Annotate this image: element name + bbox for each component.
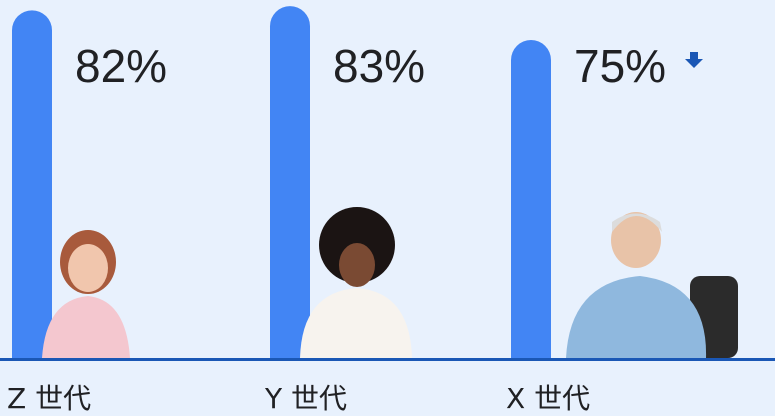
page: 82%Z 世代83%Y 世代75%X 世代 (() => { const dat… bbox=[0, 0, 775, 416]
value-label: 75% bbox=[574, 40, 666, 92]
category-label: Y 世代 bbox=[264, 382, 347, 415]
category-label: Z 世代 bbox=[7, 382, 91, 415]
value-label: 83% bbox=[333, 40, 425, 92]
bar bbox=[270, 6, 310, 358]
chart: 82% Z 世代 83% Y 世代 75% X 世代 bbox=[0, 0, 775, 416]
person-face bbox=[339, 243, 375, 287]
person-face bbox=[68, 244, 108, 292]
bar bbox=[511, 40, 551, 358]
category-label: X 世代 bbox=[506, 382, 590, 415]
value-label: 82% bbox=[75, 40, 167, 92]
bar bbox=[12, 10, 52, 358]
